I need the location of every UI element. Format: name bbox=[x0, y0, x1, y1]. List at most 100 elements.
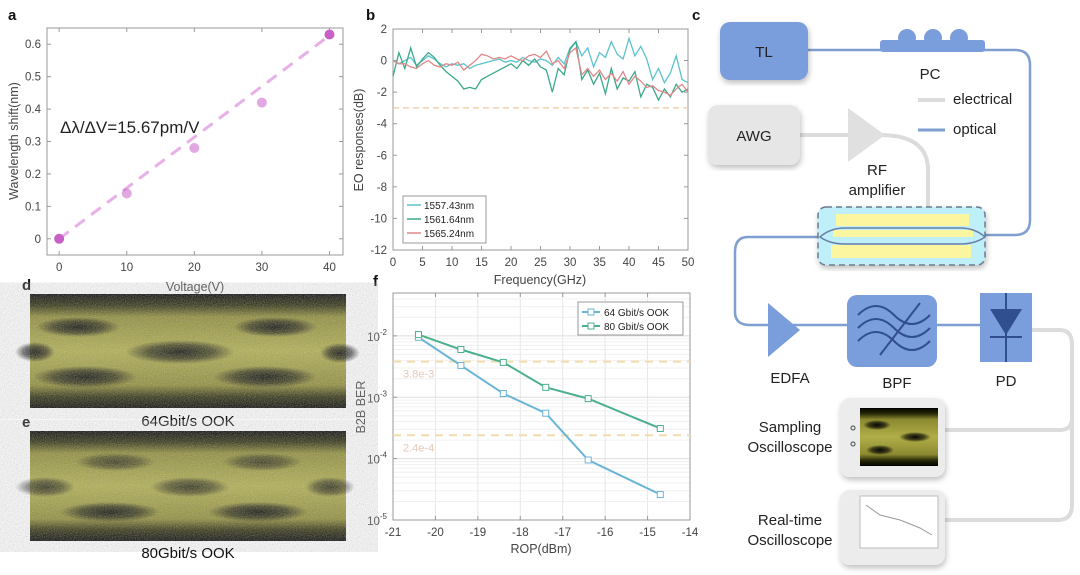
y-tick-label: -2 bbox=[377, 87, 387, 99]
x-tick-label: 35 bbox=[593, 257, 606, 269]
legend-optical-label: optical bbox=[953, 121, 996, 138]
y-axis-label-f: B2B BER bbox=[354, 381, 368, 434]
legend-label: 64 Gbit/s OOK bbox=[604, 308, 669, 319]
chart-a-wavelength-shift: 0 10 20 30 40 0 0.1 0.2 0.3 0.4 0.5 0.6 bbox=[25, 27, 344, 274]
data-marker bbox=[542, 409, 550, 417]
chart-b-eo-response: 0 5 10 15 20 25 30 35 40 45 50 -12 -10 -8 -6 -4 -2 0 2 1557… bbox=[370, 24, 694, 269]
y-tick-label: -10 bbox=[370, 213, 387, 225]
tl-block bbox=[720, 22, 808, 80]
fit-line bbox=[58, 34, 331, 240]
y-tick-label: 0.1 bbox=[25, 201, 41, 213]
chart-f-ber: -21 -20 -19 -18 -17 -16 -15 -14 10-5 10-4 10-3 10-2… bbox=[367, 292, 699, 539]
sampling-oscilloscope-icon bbox=[840, 398, 945, 477]
x-tick-label: -14 bbox=[682, 527, 699, 539]
polarization-controller-icon bbox=[880, 29, 985, 52]
x-tick-label: -18 bbox=[512, 527, 529, 539]
legend-label: 1565.24nm bbox=[424, 229, 474, 240]
y-tick-label: 0 bbox=[35, 234, 41, 246]
rf-label: RF bbox=[867, 162, 887, 179]
y-tick-label: 0 bbox=[381, 56, 387, 68]
tl-label: TL bbox=[755, 44, 773, 61]
x-tick-label: 40 bbox=[323, 262, 336, 274]
awg-label: AWG bbox=[736, 128, 771, 145]
data-marker bbox=[457, 361, 465, 369]
fec-threshold-label: 2.4e-4 bbox=[403, 442, 434, 454]
x-tick-label: 5 bbox=[419, 257, 425, 269]
series-line bbox=[392, 46, 689, 97]
optical-fiber-1 bbox=[806, 48, 1032, 237]
x-tick-label: 15 bbox=[475, 257, 488, 269]
series-line bbox=[418, 333, 661, 430]
series-line bbox=[392, 36, 689, 85]
legend-marker bbox=[587, 308, 595, 316]
bpf-icon bbox=[847, 295, 937, 367]
data-point bbox=[256, 97, 267, 108]
data-marker bbox=[584, 395, 592, 403]
x-tick-label: 0 bbox=[390, 257, 396, 269]
realtime-oscilloscope-icon bbox=[840, 490, 945, 565]
y-tick-label: 0.5 bbox=[25, 72, 41, 84]
data-marker bbox=[584, 456, 592, 464]
y-tick-label: 10-4 bbox=[367, 451, 387, 467]
x-tick-label: 25 bbox=[534, 257, 547, 269]
x-tick-label: 20 bbox=[505, 257, 518, 269]
y-tick-label: 10-5 bbox=[367, 512, 387, 528]
realtime-label-2: Oscilloscope bbox=[747, 532, 832, 549]
x-tick-label: -21 bbox=[385, 527, 402, 539]
panel-label-d: d bbox=[22, 277, 31, 294]
x-tick-label: -15 bbox=[639, 527, 656, 539]
eye-diagram-64g bbox=[15, 294, 360, 408]
x-axis-label-b: Frequency(GHz) bbox=[494, 273, 586, 287]
rf-amplifier-icon bbox=[848, 108, 885, 162]
x-tick-label: 10 bbox=[120, 262, 133, 274]
panel-label-c: c bbox=[692, 7, 700, 24]
setup-diagram: TL PC electrical optical AWG RF amplifie… bbox=[708, 22, 1074, 565]
x-tick-label: -19 bbox=[470, 527, 487, 539]
eye-diagram-80g bbox=[15, 431, 355, 541]
x-tick-label: -20 bbox=[427, 527, 444, 539]
y-tick-label: -8 bbox=[377, 182, 387, 194]
amplifier-label: amplifier bbox=[849, 182, 906, 199]
x-tick-label: 40 bbox=[623, 257, 636, 269]
modulator-chip-icon bbox=[817, 206, 987, 266]
eye-caption-80g: 80Gbit/s OOK bbox=[141, 545, 234, 562]
data-marker bbox=[499, 358, 507, 366]
data-marker bbox=[656, 491, 664, 499]
awg-block bbox=[708, 105, 800, 165]
y-axis-label-a: Wavelength shift(nm) bbox=[7, 82, 21, 200]
x-tick-label: 0 bbox=[56, 262, 62, 274]
y-tick-label: -12 bbox=[370, 245, 387, 257]
x-tick-label: -17 bbox=[554, 527, 571, 539]
panel-label-e: e bbox=[22, 414, 30, 431]
data-marker bbox=[499, 390, 507, 398]
legend-label: 1557.43nm bbox=[424, 201, 474, 212]
y-tick-label: 10-3 bbox=[367, 389, 387, 405]
x-tick-label: 45 bbox=[652, 257, 665, 269]
edfa-icon bbox=[768, 303, 800, 357]
y-tick-label: -4 bbox=[377, 119, 388, 131]
data-marker bbox=[542, 383, 550, 391]
pc-label: PC bbox=[920, 66, 941, 83]
plot-frame bbox=[46, 27, 344, 256]
data-point bbox=[324, 29, 335, 40]
y-tick-label: 0.4 bbox=[25, 104, 42, 116]
legend-box bbox=[577, 301, 684, 336]
legend-label: 80 Gbit/s OOK bbox=[604, 322, 669, 333]
slope-annotation: Δλ/ΔV=15.67pm/V bbox=[60, 118, 200, 137]
y-tick-label: 0.6 bbox=[25, 39, 41, 51]
pd-label: PD bbox=[996, 373, 1017, 390]
series-line bbox=[392, 40, 689, 102]
data-point bbox=[54, 233, 65, 244]
panel-label-a: a bbox=[8, 7, 17, 24]
photodiode-icon bbox=[980, 293, 1032, 362]
plot-frame bbox=[392, 292, 691, 521]
realtime-label-1: Real-time bbox=[758, 512, 822, 529]
legend-marker bbox=[587, 322, 595, 330]
y-tick-label: 0.2 bbox=[25, 169, 41, 181]
fec-threshold-label: 3.8e-3 bbox=[403, 369, 434, 381]
optical-fiber-2 bbox=[733, 235, 987, 327]
sampling-label-1: Sampling bbox=[759, 419, 822, 436]
data-marker bbox=[656, 424, 664, 432]
legend: 1557.43nm 1561.64nm 1565.24nm bbox=[402, 195, 487, 244]
legend-label: 1561.64nm bbox=[424, 215, 474, 226]
